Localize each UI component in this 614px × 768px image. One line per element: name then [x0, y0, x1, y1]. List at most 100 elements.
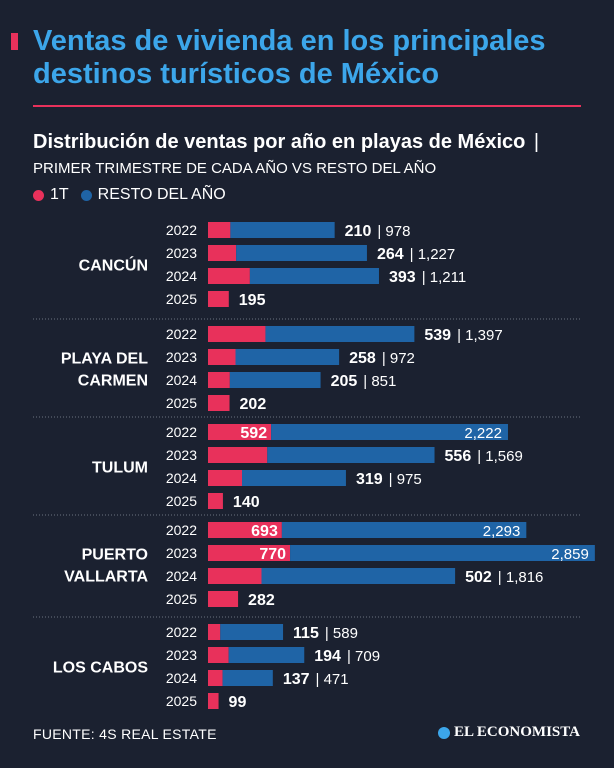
data-label-q1: 319 [356, 471, 383, 488]
year-label: 2024 [166, 268, 197, 284]
subtitle-main: Distribución de ventas por año en playas… [33, 131, 526, 153]
bar-q1 [208, 326, 266, 342]
bar-q1 [208, 670, 223, 686]
group-label: PLAYA DEL [61, 351, 148, 368]
year-label: 2022 [166, 522, 197, 538]
source-note: FUENTE: 4S REAL ESTATE [33, 726, 217, 742]
year-label: 2022 [166, 624, 197, 640]
data-label-q1: 502 [465, 569, 492, 586]
year-label: 2024 [166, 372, 197, 388]
bar-q1 [208, 372, 230, 388]
bar-q1 [208, 424, 272, 440]
data-label-q1: 556 [445, 448, 472, 465]
data-label-rest: 2,222 [464, 425, 502, 442]
legend-item-q1: 1T [33, 186, 69, 204]
year-label: 2024 [166, 470, 197, 486]
bar-q1 [208, 395, 230, 411]
bar-rest [230, 222, 335, 238]
bar-rest [261, 568, 456, 584]
bar-q1 [208, 522, 282, 538]
bar-rest [220, 624, 284, 640]
data-label-rest: | 1,816 [498, 569, 544, 586]
bar-rest [235, 349, 340, 365]
group-label: TULUM [92, 460, 148, 477]
bar-q1 [208, 222, 231, 238]
chart-legend: 1T RESTO DEL AÑO [33, 186, 238, 204]
brand-name: EL ECONOMISTA [454, 724, 580, 740]
data-label-q1: 115 [293, 625, 319, 642]
bar-q1 [208, 591, 239, 607]
legend-item-rest: RESTO DEL AÑO [80, 186, 226, 204]
group-label: PUERTO [82, 547, 148, 564]
group-label: LOS CABOS [53, 660, 148, 677]
data-label-q1: 195 [239, 292, 266, 309]
data-label-q1: 770 [259, 546, 286, 563]
data-label-q1: 592 [240, 425, 267, 442]
data-label-rest: 2,859 [551, 546, 589, 563]
data-label-rest: | 709 [347, 648, 380, 665]
title-accent-bar [11, 33, 18, 50]
legend-swatch-q1 [33, 189, 44, 201]
legend-label-rest: RESTO DEL AÑO [97, 186, 226, 203]
data-label-rest: | 975 [389, 471, 422, 488]
bar-q1 [208, 568, 262, 584]
data-label-rest: | 1,211 [422, 269, 467, 286]
data-label-rest: | 972 [382, 350, 415, 367]
data-label-q1: 539 [424, 327, 451, 344]
bar-q1 [208, 349, 236, 365]
data-label-rest: | 1,397 [457, 327, 503, 344]
bar-q1 [208, 493, 223, 509]
data-label-q1: 210 [345, 223, 372, 240]
bar-q1 [208, 291, 229, 307]
year-label: 2022 [166, 424, 197, 440]
publisher-brand: EL ECONOMISTA [438, 724, 580, 741]
bar-rest [281, 522, 527, 538]
data-label-q1: 282 [248, 592, 275, 609]
legend-label-q1: 1T [50, 186, 69, 203]
year-label: 2023 [166, 647, 197, 663]
year-label: 2024 [166, 568, 197, 584]
data-label-rest: | 851 [363, 373, 396, 390]
bar-q1 [208, 470, 243, 486]
data-label-q1: 137 [283, 671, 310, 688]
data-label-rest: 2,293 [483, 523, 521, 540]
data-label-rest: | 1,227 [410, 246, 456, 263]
group-label: VALLARTA [64, 569, 148, 586]
bar-rest [222, 670, 273, 686]
data-label-rest: | 589 [325, 625, 358, 642]
bar-rest [249, 268, 379, 284]
group-label: CARMEN [78, 373, 148, 390]
data-label-q1: 99 [229, 694, 247, 711]
data-label-q1: 264 [377, 246, 404, 263]
bar-q1 [208, 647, 229, 663]
bar-q1 [208, 693, 219, 709]
year-label: 2023 [166, 245, 197, 261]
year-label: 2024 [166, 670, 197, 686]
year-label: 2022 [166, 222, 197, 238]
bar-rest [242, 470, 346, 486]
data-label-q1: 393 [389, 269, 416, 286]
bar-rest [229, 372, 321, 388]
group-label: CANCÚN [79, 256, 148, 275]
data-label-q1: 202 [240, 396, 267, 413]
year-label: 2025 [166, 591, 197, 607]
data-label-rest: | 1,569 [477, 448, 523, 465]
bar-rest [271, 424, 508, 440]
bar-rest [265, 326, 415, 342]
bar-q1 [208, 545, 291, 561]
data-label-rest: | 471 [316, 671, 349, 688]
year-label: 2025 [166, 493, 197, 509]
legend-swatch-rest [80, 189, 92, 201]
bar-q1 [208, 268, 250, 284]
year-label: 2025 [166, 291, 197, 307]
bar-q1 [208, 245, 237, 261]
data-label-q1: 140 [233, 494, 260, 511]
data-label-rest: | 978 [377, 223, 410, 240]
chart-subtitle: Distribución de ventas por año en playas… [33, 130, 593, 181]
brand-logo-icon [438, 726, 450, 739]
year-label: 2023 [166, 349, 197, 365]
year-label: 2023 [166, 545, 197, 561]
year-label: 2025 [166, 395, 197, 411]
subtitle-separator: | [533, 131, 540, 153]
bar-q1 [208, 624, 221, 640]
